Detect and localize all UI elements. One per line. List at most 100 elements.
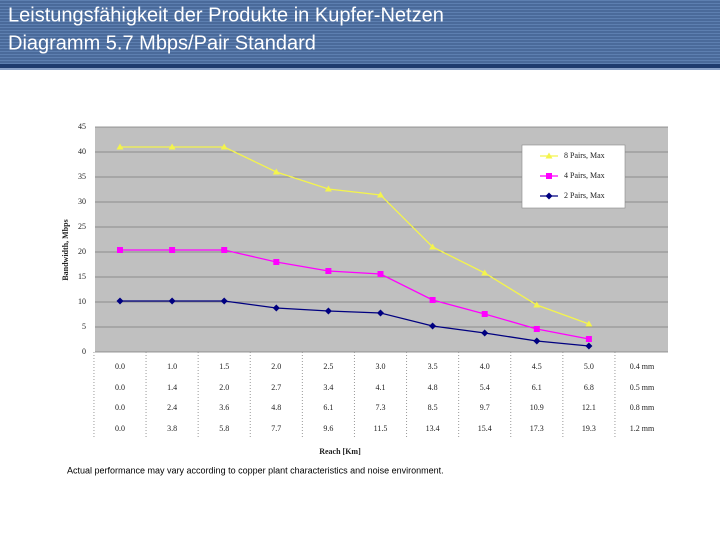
point (116, 143, 124, 150)
point (273, 259, 280, 265)
reach-cell: 0.0 (115, 424, 125, 433)
x-tick-label: 4.5 (532, 362, 542, 371)
reach-cell: 6.8 (584, 383, 594, 392)
gauge-label: 0.5 mm (630, 383, 655, 392)
reach-cell: 3.8 (167, 424, 177, 433)
reach-cell: 11.5 (374, 424, 388, 433)
point (377, 309, 384, 317)
y-tick-label: 15 (78, 272, 86, 281)
point (272, 168, 280, 175)
x-tick-label: 3.0 (376, 362, 386, 371)
reach-cell: 2.4 (167, 403, 177, 412)
legend-label: 2 Pairs, Max (564, 191, 605, 200)
x-tick-label: 0.0 (115, 362, 125, 371)
x-tick-label: 2.5 (323, 362, 333, 371)
y-tick-label: 0 (82, 347, 86, 356)
point (585, 342, 593, 350)
series-line (120, 249, 590, 340)
reach-cell: 2.0 (219, 383, 229, 392)
reach-cell: 9.7 (480, 403, 490, 412)
y-tick-label: 10 (78, 297, 86, 306)
point (481, 269, 489, 276)
point (429, 297, 436, 303)
reach-cell: 10.9 (530, 403, 544, 412)
point (117, 247, 123, 253)
point (221, 247, 228, 253)
reach-cell: 13.4 (426, 424, 440, 433)
point (220, 143, 228, 150)
reach-cell: 4.8 (428, 383, 438, 392)
x-tick-label: 5.0 (584, 362, 594, 371)
reach-cell: 6.1 (532, 383, 542, 392)
y-tick-label: 25 (78, 222, 86, 231)
reach-cell: 0.0 (115, 383, 125, 392)
y-tick-label: 30 (78, 197, 86, 206)
title-line: Leistungsfähigkeit der Produkte in Kupfe… (8, 4, 444, 26)
legend-label: 8 Pairs, Max (564, 151, 605, 160)
point (168, 297, 176, 305)
reach-cell: 17.3 (530, 424, 544, 433)
series-line (120, 300, 589, 347)
point (481, 329, 489, 337)
y-tick-label: 45 (78, 122, 86, 131)
point (324, 185, 332, 192)
reach-cell: 3.6 (219, 403, 229, 412)
x-tick-label: 1.0 (167, 362, 177, 371)
x-tick-label: 2.0 (271, 362, 281, 371)
reach-cell: 1.4 (167, 383, 177, 392)
reach-cell: 0.0 (115, 403, 125, 412)
point (168, 143, 176, 150)
point (169, 247, 176, 253)
y-axis-label: Bandwidth, Mbps (61, 219, 70, 280)
note: Actual performance may vary according to… (67, 465, 444, 475)
reach-cell: 4.8 (271, 403, 281, 412)
reach-cell: 12.1 (582, 403, 596, 412)
reach-cell: 5.8 (219, 424, 229, 433)
gauge-label: 1.2 mm (630, 424, 655, 433)
header-band (0, 0, 720, 64)
y-tick-label: 40 (78, 147, 86, 156)
point (429, 322, 437, 330)
reach-cell: 2.7 (271, 383, 281, 392)
series-line (120, 146, 590, 325)
point (377, 191, 384, 198)
x-tick-label: 1.5 (219, 362, 229, 371)
x-axis-label: Reach [Km] (319, 447, 361, 456)
point (116, 297, 124, 305)
y-tick-label: 5 (82, 322, 86, 331)
y-tick-label: 35 (78, 172, 86, 181)
legend-marker (546, 173, 552, 179)
reach-cell: 8.5 (428, 403, 438, 412)
reach-cell: 7.7 (271, 424, 281, 433)
point (429, 243, 437, 250)
point (533, 301, 541, 308)
reach-cell: 4.1 (376, 383, 386, 392)
point (585, 320, 593, 327)
gauge-label: 0.4 mm (630, 362, 655, 371)
reach-cell: 9.6 (323, 424, 333, 433)
reach-cell: 15.4 (478, 424, 492, 433)
reach-cell: 3.4 (323, 383, 333, 392)
reach-cell: 5.4 (480, 383, 490, 392)
reach-cell: 7.3 (376, 403, 386, 412)
x-tick-label: 4.0 (480, 362, 490, 371)
y-tick-label: 20 (78, 247, 86, 256)
point (533, 337, 541, 345)
point (220, 297, 228, 305)
point (272, 304, 280, 312)
title-line: Diagramm 5.7 Mbps/Pair Standard (8, 32, 316, 54)
point (377, 271, 384, 277)
reach-cell: 19.3 (582, 424, 596, 433)
point (481, 311, 488, 317)
point (324, 307, 332, 315)
point (325, 268, 332, 274)
point (533, 326, 540, 332)
header-rule-light (0, 68, 720, 70)
header-rule (0, 64, 720, 68)
reach-cell: 6.1 (323, 403, 333, 412)
legend-marker (545, 152, 553, 159)
legend-box (521, 144, 626, 209)
gauge-label: 0.8 mm (630, 403, 655, 412)
